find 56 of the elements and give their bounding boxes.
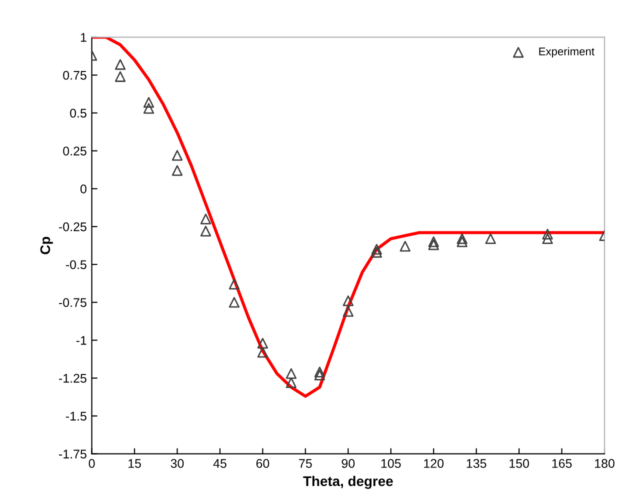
x-tick-label: 135: [466, 459, 486, 468]
x-tick-label: 15: [128, 459, 141, 468]
y-tick-label: -0.75: [58, 298, 86, 307]
point: [172, 150, 183, 161]
y-tick-label: 0.75: [63, 70, 86, 80]
point: [428, 239, 439, 250]
x-tick-label: 180: [595, 459, 614, 468]
y-tick-label: 0.5: [70, 108, 86, 118]
point: [228, 278, 240, 290]
point: [114, 59, 126, 70]
y-tick-label: -1.25: [58, 374, 86, 383]
point: [257, 346, 268, 358]
point: [542, 228, 553, 240]
point: [314, 366, 326, 378]
point: [200, 214, 212, 224]
x-tick-label: 105: [381, 459, 401, 468]
x-tick-label: 0: [88, 459, 95, 468]
point: [114, 71, 126, 82]
point: [286, 377, 297, 388]
point: [456, 233, 468, 244]
point: [456, 236, 468, 248]
x-tick-label: 120: [424, 459, 444, 468]
point: [428, 236, 439, 248]
x-tick-label: 60: [256, 459, 270, 468]
y-tick-label: -1.5: [66, 412, 86, 421]
y-tick-label: -1.75: [58, 450, 86, 458]
point: [314, 370, 326, 380]
point: [342, 306, 354, 317]
x-tick-label: 90: [342, 459, 355, 468]
point: [542, 233, 553, 244]
point: [485, 233, 496, 244]
y-tick-label: 0.25: [63, 146, 86, 156]
point: [257, 338, 268, 349]
x-axis-title: Theta, degree: [303, 476, 393, 489]
point: [286, 368, 297, 379]
point: [228, 296, 240, 308]
y-tick-label: -0.5: [66, 260, 86, 270]
x-tick-label: 30: [170, 459, 184, 468]
point: [200, 226, 212, 236]
y-tick-label: 0: [80, 184, 86, 194]
y-tick-label: 1: [80, 33, 86, 42]
point: [400, 240, 410, 252]
y-tick-label: -1: [76, 336, 86, 345]
legend-label: Experiment: [539, 47, 594, 58]
x-tick-label: 150: [510, 459, 529, 468]
point: [143, 103, 154, 114]
x-tick-label: 165: [552, 459, 572, 468]
x-tick-label: 45: [213, 459, 226, 468]
point: [371, 244, 382, 255]
y-tick-label: -0.25: [58, 222, 86, 232]
x-tick-label: 75: [299, 459, 312, 468]
y-axis-title: Cp: [40, 236, 53, 254]
point: [371, 246, 382, 258]
point: [143, 96, 154, 108]
point: [342, 295, 354, 306]
point: [172, 165, 183, 176]
